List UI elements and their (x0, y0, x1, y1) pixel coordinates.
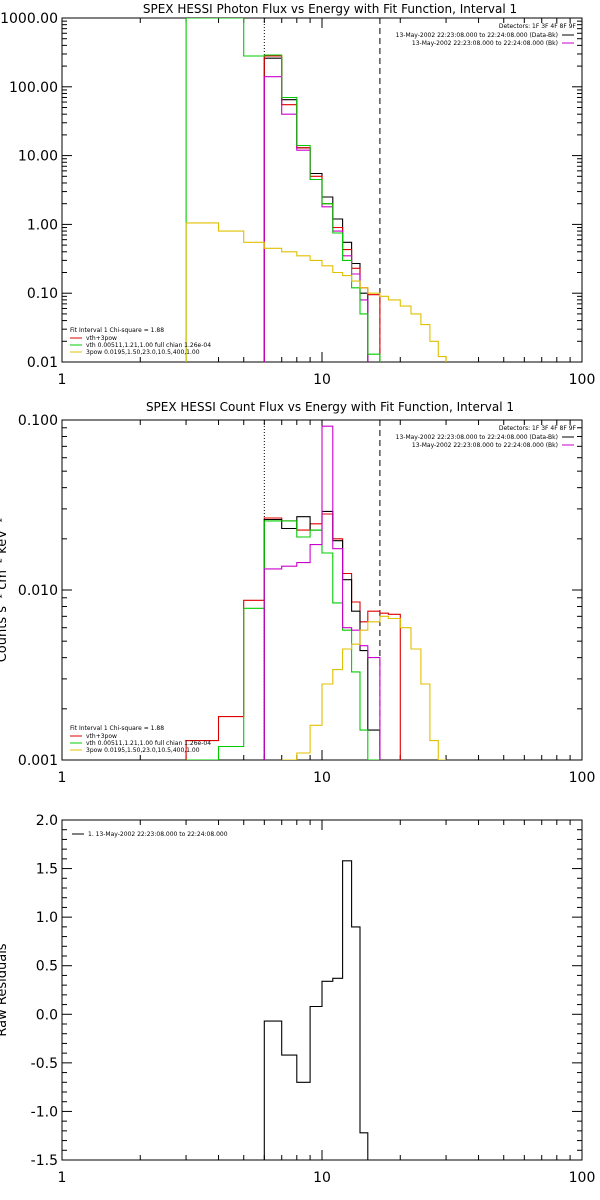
legend-label: 3pow 0.0195,1.50,23.0,10.5,400,1.00 (86, 747, 200, 754)
series-line-4 (185, 222, 447, 362)
legend-label: 3pow 0.0195,1.50,23.0,10.5,400,1.00 (86, 349, 200, 356)
y-tick-label: 10.00 (18, 149, 58, 165)
x-tick-label: 1 (58, 770, 67, 786)
legend-label: 13-May-2002 22:23:08.000 to 22:24:08.000… (396, 434, 558, 441)
y-tick-label: 1.0 (36, 910, 58, 926)
legend-label: 13-May-2002 22:23:08.000 to 22:24:08.000… (412, 442, 558, 449)
y-axis-label: Raw Residuals (0, 943, 10, 1036)
y-tick-label: -1.0 (31, 1104, 58, 1120)
legend-label: vth 0.00511,1.21,1.00 full chian 1.26e-0… (86, 740, 211, 747)
x-tick-label: 10 (313, 1170, 331, 1186)
y-tick-label: 1.00 (27, 217, 58, 233)
y-axis-label: Counts s⁻¹ cm⁻² keV⁻¹ (0, 518, 10, 663)
series-line-2 (186, 520, 380, 760)
x-tick-label: 100 (569, 372, 596, 388)
x-tick-label: 1 (58, 1170, 67, 1186)
legend-label: 13-May-2002 22:23:08.000 to 22:24:08.000… (412, 40, 558, 47)
legend-fit-header: Fit Interval 1 Chi-square = 1.88 (70, 725, 164, 732)
y-tick-label: 0.100 (18, 413, 58, 429)
series-line-0 (263, 57, 369, 362)
legend-fit-header: Fit Interval 1 Chi-square = 1.88 (70, 327, 164, 334)
y-tick-label: 0.010 (18, 583, 58, 599)
legend-label: vth+3pow (86, 335, 117, 342)
legend-label: vth+3pow (86, 733, 117, 740)
count-flux-panel: SPEX HESSI Count Flux vs Energy with Fit… (0, 400, 595, 786)
y-tick-label: -1.5 (31, 1153, 58, 1169)
legend-detectors: Detectors: 1F 3F 4F 8F 9F (499, 425, 577, 432)
series-line-2 (263, 76, 369, 362)
series-line-3 (185, 18, 381, 362)
x-tick-label: 100 (569, 770, 596, 786)
x-tick-label: 10 (313, 770, 331, 786)
series-line-3 (263, 425, 381, 760)
legend-label: 13-May-2002 22:23:08.000 to 22:24:08.000… (396, 32, 558, 39)
chart-title: SPEX HESSI Count Flux vs Energy with Fit… (146, 400, 514, 414)
y-tick-label: 100.00 (9, 80, 58, 96)
residuals-panel: Raw Residuals 1 10 100 -1.5 -1.0 -0.5 0.0 0.5 1.… (0, 813, 595, 1186)
chart-title: SPEX HESSI Photon Flux vs Energy with Fi… (143, 2, 517, 16)
y-tick-label: -0.5 (31, 1056, 58, 1072)
x-tick-label: 100 (569, 1170, 596, 1186)
photon-flux-panel: SPEX HESSI Photon Flux vs Energy with Fi… (0, 2, 595, 388)
y-tick-label: 2.0 (36, 813, 58, 829)
y-tick-label: 0.001 (18, 753, 58, 769)
x-tick-label: 1 (58, 372, 67, 388)
y-tick-label: 0.5 (36, 959, 58, 975)
series-line-4 (281, 615, 447, 760)
legend-label: 1. 13-May-2002 22:23:08.000 to 22:24:08.… (88, 831, 228, 838)
y-tick-label: 0.10 (27, 286, 58, 302)
x-tick-label: 10 (313, 372, 331, 388)
legend-detectors: Detectors: 1F 3F 4F 8F 9F (499, 23, 577, 30)
y-tick-label: 0.0 (36, 1007, 58, 1023)
y-tick-label: 1.5 (36, 862, 58, 878)
series-line-0 (185, 513, 401, 760)
y-tick-label: 0.01 (27, 355, 58, 371)
y-tick-label: 1000.00 (0, 11, 58, 27)
series-line-0 (263, 860, 380, 1160)
legend-label: vth 0.00511,1.21,1.00 full chian 1.26e-0… (86, 342, 211, 349)
